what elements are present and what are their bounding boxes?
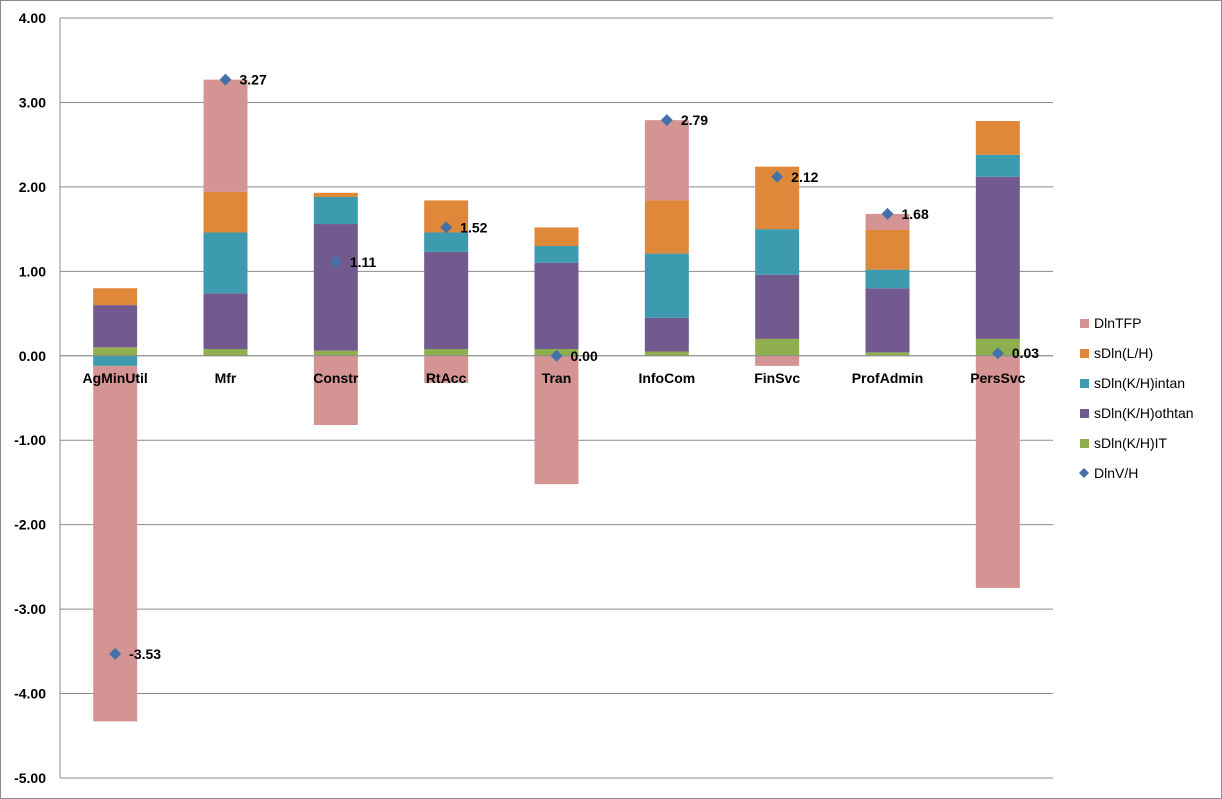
x-tick-label: Mfr [215,370,237,386]
y-tick-label: 0.00 [19,348,46,364]
point-dlnvh-rtacc [440,221,453,234]
bar-sdln-k-h-othtan-constr [313,224,358,351]
bar-sdln-k-h-othtan-finsvc [755,274,800,339]
bar-sdln-k-h-othtan-perssvc [975,176,1020,339]
bar-sdln-k-h-intan-constr [313,197,358,225]
legend-label: DlnTFP [1094,315,1141,331]
bar-sdln-k-h-intan-perssvc [975,154,1020,177]
x-tick-label: Tran [542,370,572,386]
legend-swatch-sdln-l-h- [1080,349,1089,358]
bar-sdln-l-h--constr [313,192,358,198]
bar-sdln-l-h--infocom [644,200,689,254]
legend-swatch-sdln-k-h-it [1080,439,1089,448]
bar-sdln-k-h-othtan-agminutil [93,305,138,348]
y-tick-label: 4.00 [19,10,46,26]
bar-sdln-k-h-intan-finsvc [755,229,800,275]
bar-sdln-k-h-intan-profadmin [865,269,910,289]
bar-sdln-l-h--agminutil [93,288,138,306]
point-dlnvh-finsvc [771,170,784,183]
legend-swatch-dlntfp [1080,319,1089,328]
point-dlnvh-tran [550,349,563,362]
y-tick-label: -5.00 [14,770,46,786]
x-tick-label: ProfAdmin [852,370,924,386]
bar-sdln-l-h--mfr [203,191,248,233]
point-dlnvh-profadmin [881,207,894,220]
bar-dlntfp-perssvc [975,355,1020,588]
legend-swatch-sdln-k-h-intan [1080,379,1089,388]
bar-dlntfp-profadmin [865,213,910,230]
bar-dlntfp-infocom [644,120,689,201]
bar-dlntfp-tran [534,355,579,485]
bar-sdln-k-h-it-infocom [644,351,689,356]
x-tick-label: RtAcc [426,370,467,386]
x-tick-label: FinSvc [754,370,800,386]
bar-dlntfp-finsvc [755,355,800,366]
y-tick-label: 2.00 [19,179,46,195]
legend-label: sDln(L/H) [1094,345,1153,361]
x-tick-label: InfoCom [638,370,695,386]
bar-sdln-k-h-it-constr [313,350,358,356]
data-label: 0.00 [571,348,598,364]
data-label: 3.27 [240,72,267,88]
data-label: 0.03 [1012,345,1039,361]
legend-marker-dlnvh [1079,468,1089,478]
bar-sdln-k-h-it-profadmin [865,352,910,356]
y-tick-label: -2.00 [14,517,46,533]
data-label: 1.52 [460,219,487,235]
x-tick-label: AgMinUtil [83,370,148,386]
legend-label: sDln(K/H)intan [1094,375,1185,391]
point-dlnvh-mfr [219,73,232,86]
y-tick-label: -3.00 [14,601,46,617]
data-label: 1.68 [902,206,929,222]
bar-sdln-k-h-othtan-mfr [203,293,248,350]
y-tick-label: 1.00 [19,263,46,279]
bar-sdln-k-h-it-agminutil [93,347,138,356]
bar-sdln-k-h-othtan-infocom [644,317,689,352]
bar-sdln-k-h-it-finsvc [755,338,800,356]
y-tick-label: -4.00 [14,686,46,702]
bar-sdln-k-h-othtan-profadmin [865,288,910,353]
bar-sdln-k-h-intan-infocom [644,253,689,318]
x-tick-label: Constr [313,370,359,386]
bar-sdln-k-h-intan-agminutil [93,355,138,366]
point-dlnvh-constr [329,256,342,269]
point-dlnvh-perssvc [991,347,1004,360]
data-label: 1.11 [350,254,377,270]
bar-sdln-k-h-intan-rtacc [424,232,469,252]
bar-sdln-l-h--tran [534,227,579,246]
bar-sdln-k-h-intan-mfr [203,232,248,294]
bar-dlntfp-rtacc [424,355,469,383]
bar-sdln-l-h--perssvc [975,121,1020,155]
bar-sdln-k-h-othtan-rtacc [424,251,469,350]
bar-sdln-k-h-it-rtacc [424,349,469,356]
legend-swatch-sdln-k-h-othtan [1080,409,1089,418]
point-dlnvh-agminutil [109,647,122,660]
legend-label: sDln(K/H)othtan [1094,405,1194,421]
data-label: 2.79 [681,112,708,128]
bar-sdln-k-h-intan-tran [534,246,579,263]
y-tick-label: -1.00 [14,432,46,448]
bar-sdln-l-h--profadmin [865,229,910,270]
legend-label: DlnV/H [1094,465,1138,481]
bar-sdln-k-h-it-mfr [203,349,248,356]
bar-dlntfp-constr [313,355,358,426]
x-tick-label: PersSvc [970,370,1025,386]
data-label: -3.53 [129,646,161,662]
point-dlnvh-infocom [660,114,673,127]
legend-label: sDln(K/H)IT [1094,435,1168,451]
data-label: 2.12 [791,169,818,185]
y-tick-label: 3.00 [19,94,46,110]
bar-sdln-k-h-othtan-tran [534,262,579,350]
bar-dlntfp-mfr [203,79,248,192]
bar-dlntfp-agminutil [93,365,138,722]
